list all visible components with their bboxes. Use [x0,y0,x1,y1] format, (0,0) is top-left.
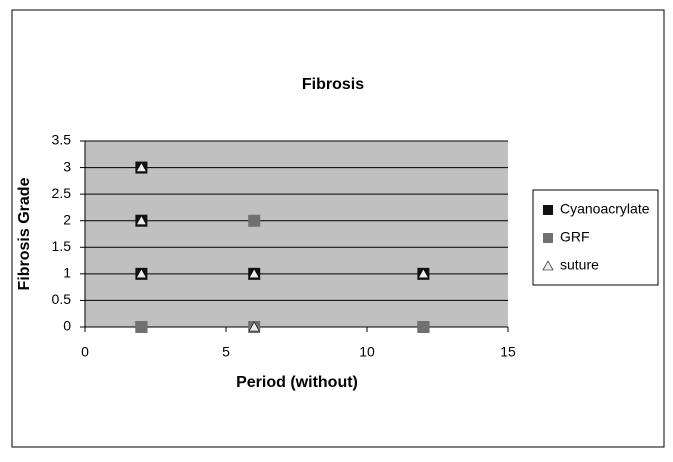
y-tick-label: 2 [63,211,71,227]
x-axis-label: Period (without) [236,374,358,391]
x-tick-label: 5 [222,344,230,360]
y-tick-label: 0.5 [52,291,72,307]
legend-swatch [543,233,553,243]
legend-label: suture [560,257,599,273]
point [417,268,429,279]
plot-area [85,141,508,327]
y-tick-label: 1.5 [52,238,72,254]
point [248,321,260,332]
x-tick-label: 0 [81,344,89,360]
point [248,268,260,279]
point [248,214,261,227]
y-tick-label: 1 [63,265,71,281]
y-tick-label: 2.5 [52,185,72,201]
x-tick-label: 10 [359,344,375,360]
point [135,215,147,226]
legend-swatch [542,260,554,271]
legend-box [532,189,659,286]
y-tick-label: 0 [63,318,71,334]
y-tick-label: 3 [63,158,71,174]
legend-label: GRF [560,229,590,245]
legend-label: Cyanoacrylate [560,201,650,217]
point [417,321,430,333]
point [135,321,148,333]
legend-swatch [543,205,553,215]
chart-title: Fibrosis [302,76,364,93]
point [135,161,147,172]
x-tick-label: 15 [500,344,516,360]
y-axis-label: Fibrosis Grade [16,177,33,290]
y-tick-label: 3.5 [52,132,72,148]
point [135,268,147,279]
